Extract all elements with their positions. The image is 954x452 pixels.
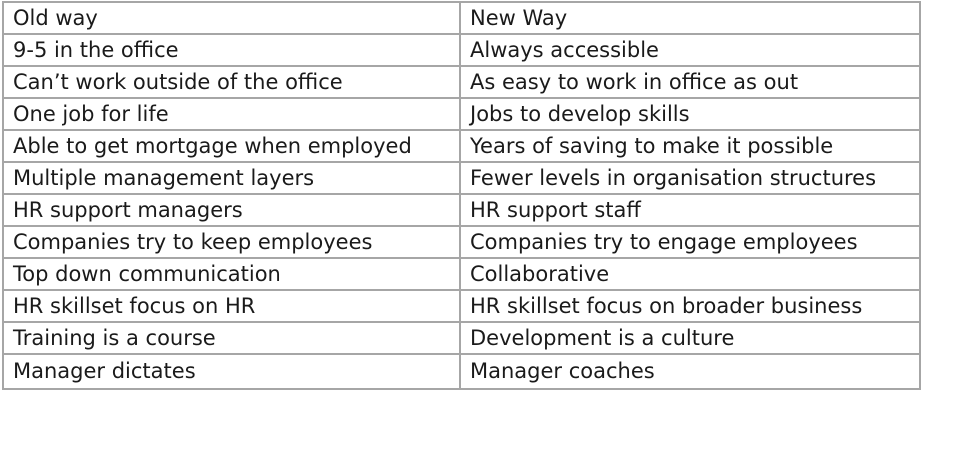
new-way-cell: Jobs to develop skills xyxy=(459,97,921,131)
table-row: HR support managers HR support staff xyxy=(2,193,921,227)
new-way-cell: HR skillset focus on broader business xyxy=(459,289,921,323)
old-way-cell: Multiple management layers xyxy=(2,161,461,195)
old-way-cell: HR support managers xyxy=(2,193,461,227)
old-way-cell: One job for life xyxy=(2,97,461,131)
header-new-way: New Way xyxy=(459,1,921,35)
table-row: Training is a course Development is a cu… xyxy=(2,321,921,355)
new-way-cell: As easy to work in office as out xyxy=(459,65,921,99)
old-way-cell: Able to get mortgage when employed xyxy=(2,129,461,163)
table-row: Top down communication Collaborative xyxy=(2,257,921,291)
old-way-cell: HR skillset focus on HR xyxy=(2,289,461,323)
comparison-table: Old way New Way 9-5 in the office Always… xyxy=(2,1,921,390)
new-way-cell: Always accessible xyxy=(459,33,921,67)
new-way-cell: Collaborative xyxy=(459,257,921,291)
table-row: Companies try to keep employees Companie… xyxy=(2,225,921,259)
old-way-cell: Companies try to keep employees xyxy=(2,225,461,259)
table-row: Able to get mortgage when employed Years… xyxy=(2,129,921,163)
table-row: One job for life Jobs to develop skills xyxy=(2,97,921,131)
new-way-cell: Fewer levels in organisation structures xyxy=(459,161,921,195)
new-way-cell: Companies try to engage employees xyxy=(459,225,921,259)
old-way-cell: 9-5 in the office xyxy=(2,33,461,67)
table-row: HR skillset focus on HR HR skillset focu… xyxy=(2,289,921,323)
new-way-cell: Years of saving to make it possible xyxy=(459,129,921,163)
old-way-cell: Can’t work outside of the office xyxy=(2,65,461,99)
old-way-cell: Training is a course xyxy=(2,321,461,355)
table-row: Multiple management layers Fewer levels … xyxy=(2,161,921,195)
new-way-cell: Manager coaches xyxy=(459,353,921,390)
header-old-way: Old way xyxy=(2,1,461,35)
old-way-cell: Top down communication xyxy=(2,257,461,291)
new-way-cell: Development is a culture xyxy=(459,321,921,355)
old-way-cell: Manager dictates xyxy=(2,353,461,390)
table-row: Manager dictates Manager coaches xyxy=(2,353,921,390)
header-row: Old way New Way xyxy=(2,1,921,35)
table-row: 9-5 in the office Always accessible xyxy=(2,33,921,67)
table-row: Can’t work outside of the office As easy… xyxy=(2,65,921,99)
new-way-cell: HR support staff xyxy=(459,193,921,227)
